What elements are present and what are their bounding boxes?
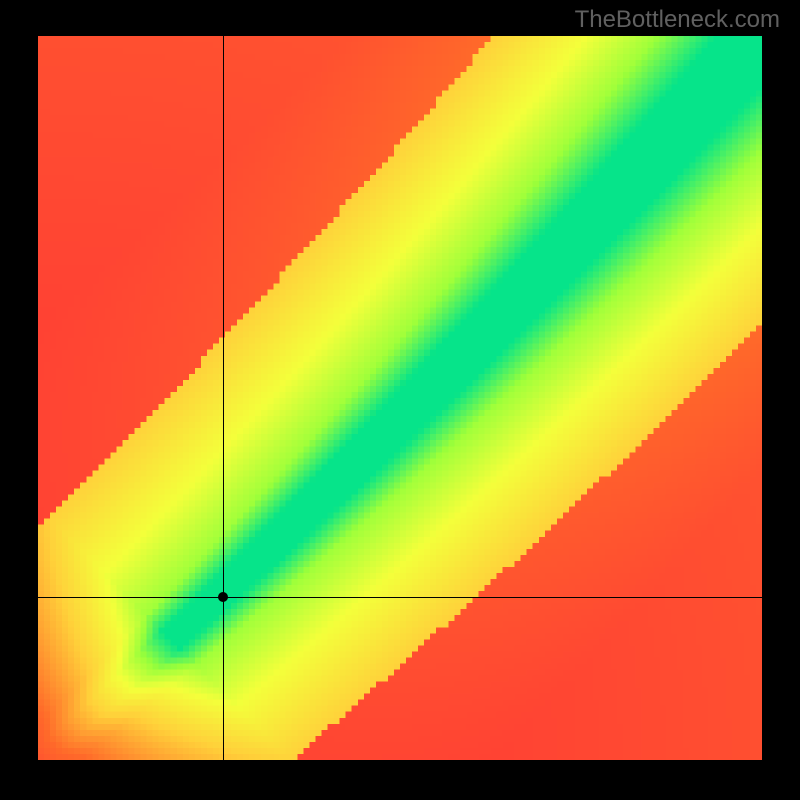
- crosshair-horizontal: [38, 597, 762, 598]
- heatmap-canvas: [38, 36, 762, 760]
- watermark-text: TheBottleneck.com: [575, 6, 780, 34]
- crosshair-vertical: [223, 36, 224, 760]
- crosshair-dot: [218, 592, 228, 602]
- plot-area: [38, 36, 762, 760]
